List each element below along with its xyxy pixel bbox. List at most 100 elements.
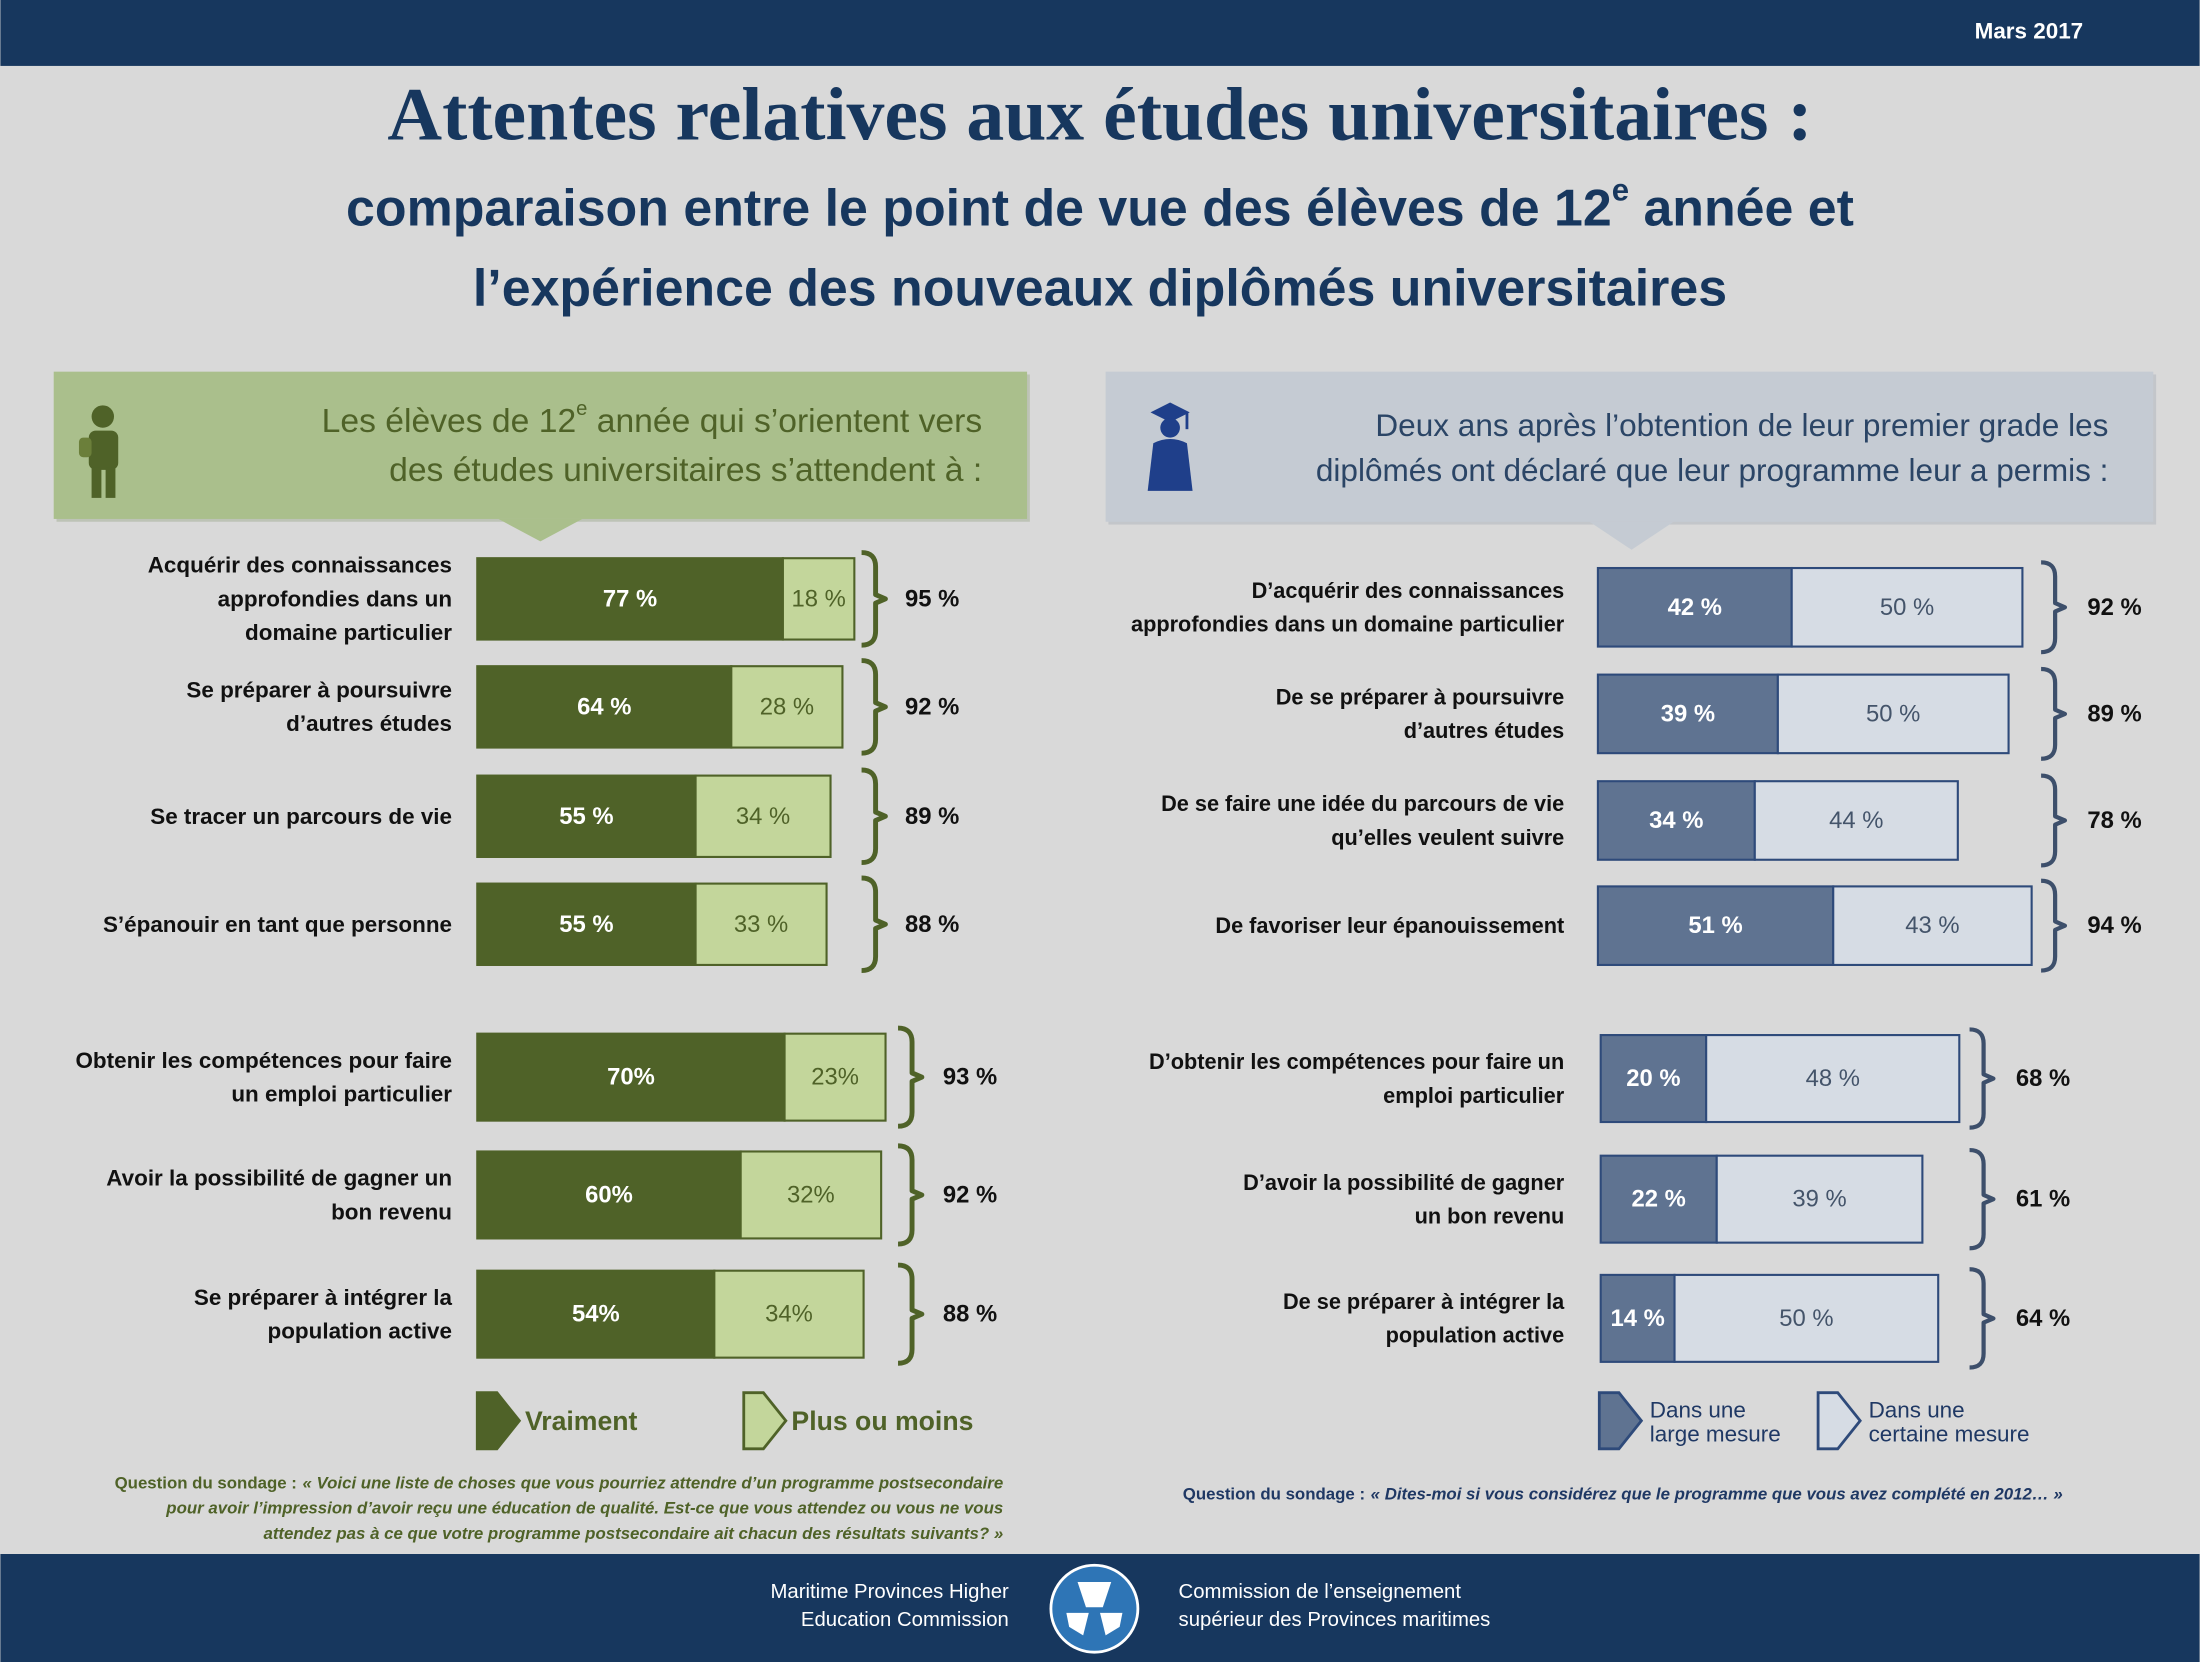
category-label: approfondies dans un xyxy=(218,586,452,611)
total-label: 92 % xyxy=(2087,594,2141,621)
total-bracket xyxy=(1969,1027,1996,1130)
legend-swatch xyxy=(1597,1391,1644,1451)
value-label: 43 % xyxy=(1905,912,1959,939)
value-label: 33 % xyxy=(734,911,788,938)
total-bracket xyxy=(861,658,888,756)
value-label: 42 % xyxy=(1668,594,1722,621)
category-label: population active xyxy=(1386,1323,1565,1348)
bar-segment xyxy=(1599,1273,1676,1363)
bar-segment xyxy=(730,665,844,749)
bar-segment xyxy=(713,1269,865,1359)
bar-segment xyxy=(476,665,733,749)
survey-question: Question du sondage : « Dites-moi si vous… xyxy=(1183,1484,2063,1503)
logo xyxy=(1049,1563,1140,1654)
category-label: qu’elles veulent suivre xyxy=(1331,825,1564,850)
text-part: comparaison entre le point de vue des él… xyxy=(346,179,1612,237)
title: Attentes relatives aux études universita… xyxy=(387,74,1812,157)
value-label: 34 % xyxy=(736,803,790,830)
total-label: 95 % xyxy=(905,585,959,612)
panel-heading: des études universitaires s’attendent à … xyxy=(389,451,982,488)
total-bracket xyxy=(2040,773,2068,868)
category-label: Se tracer un parcours de vie xyxy=(150,804,452,829)
bar-segment xyxy=(781,557,856,641)
total-label: 64 % xyxy=(2016,1305,2070,1332)
bar-segment xyxy=(1753,780,1959,861)
total-bracket xyxy=(1969,1147,1996,1251)
value-label: 55 % xyxy=(559,803,613,830)
category-label: d’autres études xyxy=(1404,718,1565,743)
bar-segment xyxy=(1599,1154,1718,1244)
survey-question-label: Question du sondage : xyxy=(1183,1484,1365,1503)
total-label: 93 % xyxy=(943,1064,997,1091)
text-part: diplômés ont déclaré que leur programme … xyxy=(1316,452,2109,488)
bar-segment xyxy=(1596,780,1756,861)
right-panel-box xyxy=(1105,371,2157,550)
category-label: un bon revenu xyxy=(1415,1203,1565,1228)
survey-question-text: pour avoir l’impression d’avoir reçu une… xyxy=(165,1498,1003,1517)
value-label: 50 % xyxy=(1779,1305,1833,1332)
legend-swatch xyxy=(475,1391,522,1451)
category-label: D’avoir la possibilité de gagner xyxy=(1243,1170,1565,1195)
total-label: 88 % xyxy=(943,1301,997,1328)
total-bracket xyxy=(897,1025,925,1129)
bar-segment xyxy=(476,882,697,966)
bar-segment xyxy=(476,1032,786,1122)
footer-text: Commission de l’enseignement xyxy=(1179,1581,1462,1603)
total-label: 88 % xyxy=(905,911,959,938)
legend-swatch xyxy=(1816,1391,1862,1451)
survey-question: attendez pas à ce que votre programme po… xyxy=(263,1523,1003,1542)
total-bracket xyxy=(2040,560,2068,655)
bar-segment xyxy=(1790,566,2024,648)
category-label: emploi particulier xyxy=(1383,1083,1565,1108)
bar-segment xyxy=(1673,1273,1940,1363)
footer-text: Education Commission xyxy=(801,1609,1009,1631)
total-label: 89 % xyxy=(905,803,959,830)
bar-segment xyxy=(1596,566,1793,648)
category-label: Acquérir des connaissances xyxy=(148,553,452,578)
total-bracket xyxy=(897,1262,925,1366)
category-label: S’épanouir en tant que personne xyxy=(103,912,452,937)
text-part: Deux ans après l’obtention de leur premi… xyxy=(1375,407,2108,443)
category-label: D’acquérir des connaissances xyxy=(1252,578,1565,603)
category-label: Avoir la possibilité de gagner un xyxy=(106,1166,452,1191)
survey-question: pour avoir l’impression d’avoir reçu une… xyxy=(165,1498,1003,1517)
value-label: 34 % xyxy=(1649,807,1703,834)
superscript: e xyxy=(576,398,587,420)
date: Mars 2017 xyxy=(1975,18,2084,43)
survey-question-label: Question du sondage : xyxy=(115,1473,297,1492)
value-label: 32% xyxy=(787,1181,835,1208)
text-part: Les élèves de 12 xyxy=(322,402,576,439)
value-label: 39 % xyxy=(1661,700,1715,727)
text-part: l’expérience des nouveaux diplômés unive… xyxy=(473,259,1727,317)
value-label: 39 % xyxy=(1792,1186,1846,1213)
text-part: année et xyxy=(1629,179,1854,237)
value-label: 22 % xyxy=(1632,1186,1686,1213)
bar-segment xyxy=(694,882,828,966)
total-bracket xyxy=(2040,878,2068,973)
category-label: De favoriser leur épanouissement xyxy=(1215,913,1564,938)
total-label: 89 % xyxy=(2087,700,2141,727)
footer-text: Maritime Provinces Higher xyxy=(770,1581,1009,1603)
total-bracket xyxy=(861,875,888,974)
category-label: De se préparer à poursuivre xyxy=(1276,685,1565,710)
legend-label: Dans une certaine mesure xyxy=(1869,1397,2030,1446)
bar-segment xyxy=(1705,1034,1961,1124)
total-label: 92 % xyxy=(905,693,959,720)
value-label: 28 % xyxy=(760,693,814,720)
value-label: 77 % xyxy=(603,585,657,612)
legend-swatch xyxy=(742,1391,788,1451)
value-label: 20 % xyxy=(1626,1065,1680,1092)
bar-segment xyxy=(476,774,697,858)
value-label: 70% xyxy=(607,1064,655,1091)
category-label: De se préparer à intégrer la xyxy=(1283,1289,1565,1314)
category-label: D’obtenir les compétences pour faire un xyxy=(1149,1049,1564,1074)
total-label: 68 % xyxy=(2016,1065,2070,1092)
value-label: 54% xyxy=(572,1301,620,1328)
value-label: 23% xyxy=(811,1064,859,1091)
category-label: d’autres études xyxy=(286,711,452,736)
value-label: 64 % xyxy=(577,693,631,720)
total-label: 78 % xyxy=(2087,807,2141,834)
superscript: e xyxy=(1612,172,1629,207)
total-label: 61 % xyxy=(2016,1186,2070,1213)
subtitle-line: comparaison entre le point de vue des él… xyxy=(346,172,1854,237)
